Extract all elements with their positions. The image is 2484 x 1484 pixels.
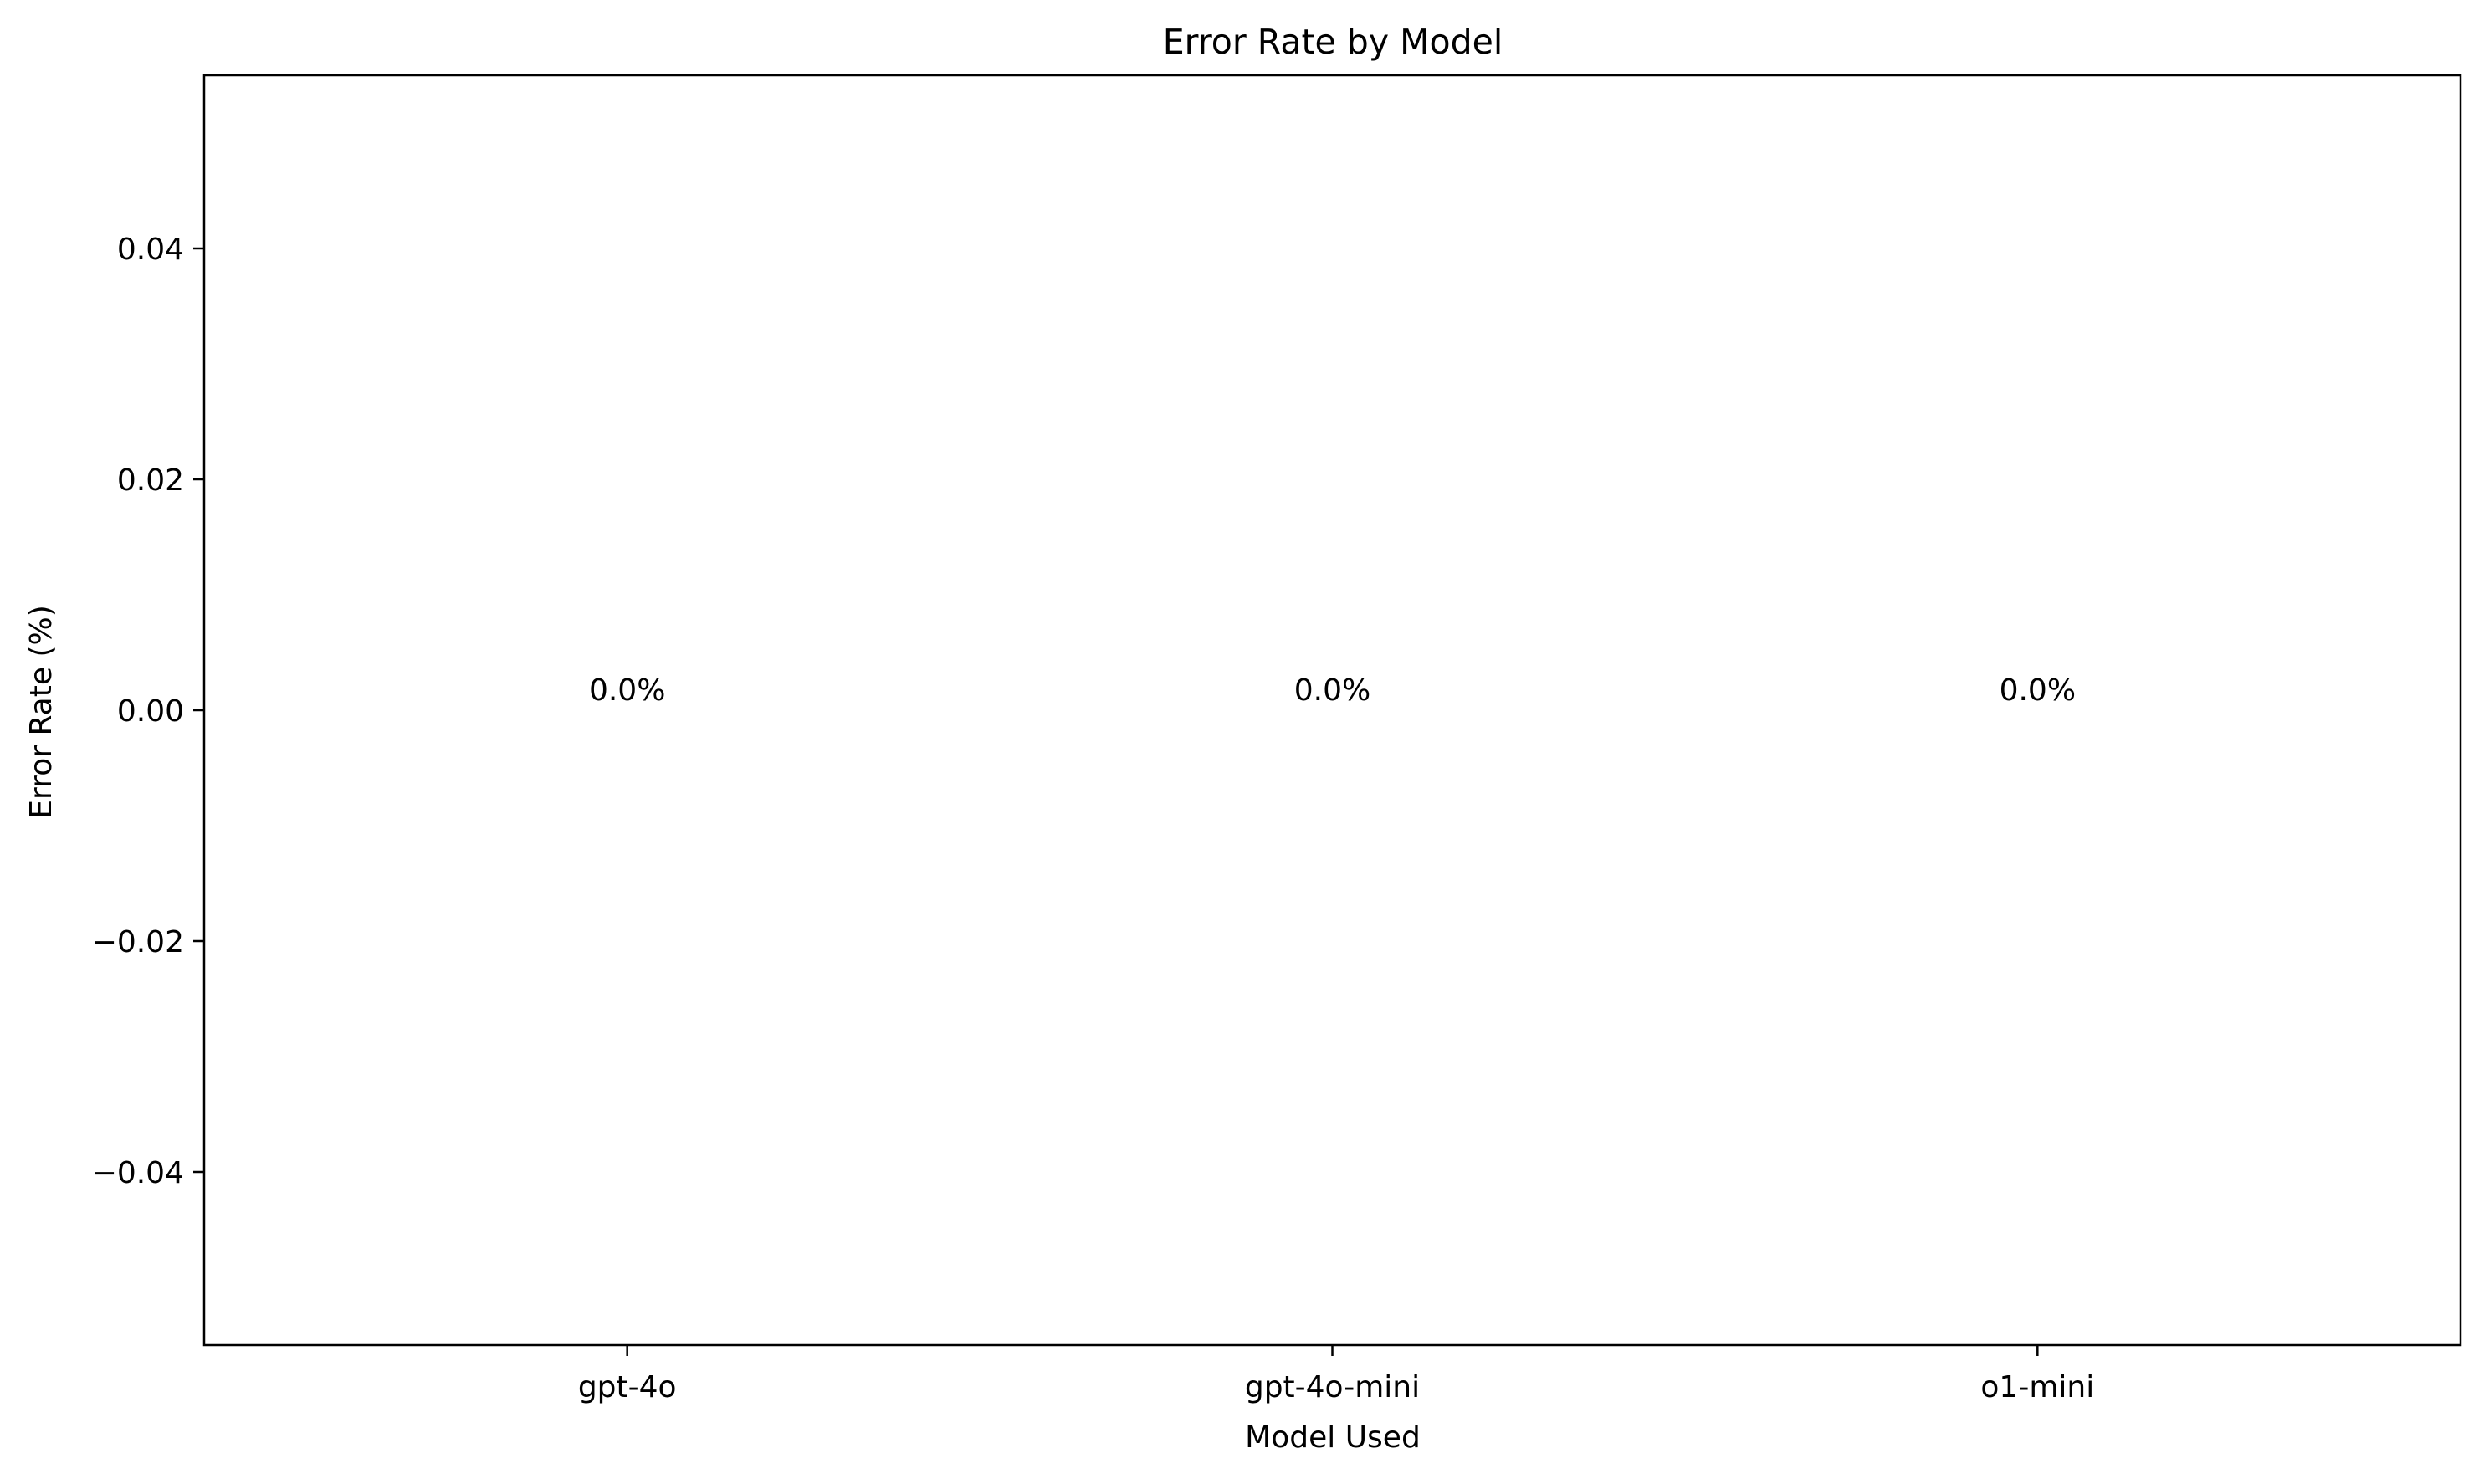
- x-tick-label: gpt-4o: [578, 1370, 677, 1405]
- data-labels-layer: 0.0% 0.0% 0.0%: [589, 673, 2076, 708]
- y-tick-label: 0.04: [117, 233, 184, 267]
- chart-title: Error Rate by Model: [1163, 22, 1503, 62]
- data-label-gpt-4o: 0.0%: [589, 673, 665, 708]
- y-axis-label: Error Rate (%): [24, 605, 59, 818]
- data-label-o1-mini: 0.0%: [2000, 673, 2076, 708]
- y-tick-label: −0.02: [92, 925, 184, 959]
- data-label-gpt-4o-mini: 0.0%: [1294, 673, 1370, 708]
- x-axis-ticks: gpt-4o gpt-4o-mini o1-mini: [578, 1345, 2094, 1405]
- y-axis-ticks: −0.04 −0.02 0.00 0.02 0.04: [92, 233, 204, 1190]
- x-tick-label: gpt-4o-mini: [1245, 1370, 1420, 1405]
- y-tick-label: 0.02: [117, 463, 184, 498]
- x-axis-label: Model Used: [1245, 1420, 1421, 1455]
- x-tick-label: o1-mini: [1980, 1370, 2094, 1405]
- plot-area-frame: [202, 74, 2462, 1347]
- y-tick-label: −0.04: [92, 1156, 184, 1190]
- y-tick-label: 0.00: [117, 694, 184, 729]
